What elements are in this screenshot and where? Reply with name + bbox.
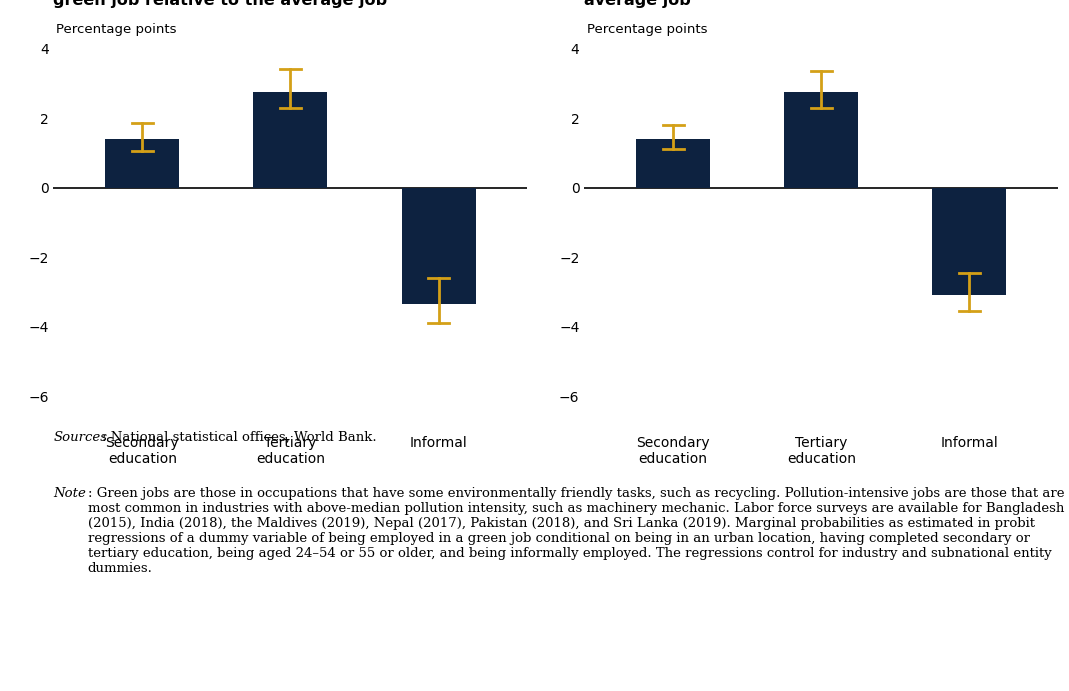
Bar [785, 92, 858, 187]
Text: A.  Marginal  probability  of  working  in  a
green job relative to the average : A. Marginal probability of working in a … [53, 0, 437, 8]
Text: Note: Note [53, 486, 87, 500]
Bar [402, 187, 476, 304]
Bar [105, 139, 180, 187]
Text: Sources: Sources [53, 431, 108, 444]
Text: Percentage points: Percentage points [587, 23, 708, 37]
Bar [253, 92, 327, 187]
Bar [932, 187, 1007, 295]
Text: : National statistical offices, World Bank.: : National statistical offices, World Ba… [102, 431, 376, 444]
Bar [636, 139, 710, 187]
Text: Percentage points: Percentage points [57, 23, 176, 37]
Text: B.  Marginal  probability  of  working  in  a
pollution-intensive  job  relative: B. Marginal probability of working in a … [585, 0, 967, 8]
Text: : Green jobs are those in occupations that have some environmentally friendly ta: : Green jobs are those in occupations th… [88, 486, 1064, 575]
